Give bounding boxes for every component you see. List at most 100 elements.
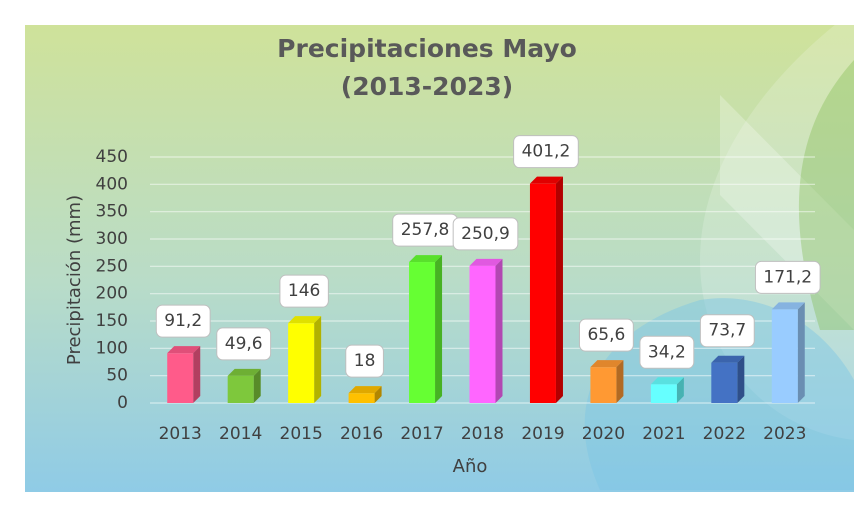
data-label: 49,6 <box>216 327 272 361</box>
x-tick-label: 2019 <box>521 424 564 444</box>
bar-top <box>529 176 563 184</box>
bar-side <box>495 258 503 403</box>
bar-side <box>253 368 261 403</box>
data-label-text: 250,9 <box>461 224 510 244</box>
bar-side <box>797 302 805 403</box>
bar-top <box>590 360 624 368</box>
bar-top-shade <box>288 316 322 324</box>
y-tick-label: 100 <box>96 338 128 358</box>
data-label: 257,8 <box>392 213 458 247</box>
data-label-text: 91,2 <box>164 311 202 331</box>
bar <box>650 384 677 403</box>
bar-top-shade <box>469 258 503 266</box>
bar-side <box>314 316 322 403</box>
bar-side-shade <box>676 377 684 403</box>
x-tick-label: 2022 <box>703 424 746 444</box>
bar-side <box>374 386 382 403</box>
bar <box>529 183 556 403</box>
y-tick-label: 350 <box>96 202 128 222</box>
data-label: 34,2 <box>639 335 695 369</box>
bar-side-shade <box>253 368 261 403</box>
bar-top <box>167 346 201 354</box>
bar-side <box>435 255 443 403</box>
x-tick-label: 2023 <box>763 424 806 444</box>
data-label-text: 73,7 <box>708 321 746 341</box>
bar-top-shade <box>227 368 261 376</box>
data-label: 65,6 <box>578 318 634 352</box>
bar-top-shade <box>590 360 624 368</box>
data-label-text: 18 <box>354 351 376 371</box>
bar-side-shade <box>314 316 322 403</box>
data-label: 18 <box>345 344 384 378</box>
data-label: 171,2 <box>754 260 821 294</box>
x-tick-label: 2013 <box>159 424 202 444</box>
bar <box>167 353 194 403</box>
data-label: 73,7 <box>699 314 755 348</box>
chart-title: Precipitaciones Mayo <box>277 34 577 63</box>
bar-top-shade <box>771 302 805 310</box>
bar-top-shade <box>711 355 745 363</box>
data-label-box <box>578 318 634 352</box>
bar-top <box>409 255 443 263</box>
y-tick-label: 450 <box>96 147 128 167</box>
y-tick-label: 200 <box>96 284 128 304</box>
bar <box>288 323 315 403</box>
data-label-text: 257,8 <box>401 220 450 240</box>
bar <box>590 367 617 403</box>
data-label-box <box>279 274 329 308</box>
data-label-text: 146 <box>288 281 320 301</box>
chart-subtitle: (2013-2023) <box>341 72 513 101</box>
data-label: 146 <box>279 274 329 308</box>
x-tick-label: 2021 <box>642 424 685 444</box>
bar-top <box>348 386 382 394</box>
data-label-box <box>754 260 821 294</box>
bar-top <box>650 377 684 385</box>
data-label-box <box>699 314 755 348</box>
data-label-text: 171,2 <box>763 267 812 287</box>
data-label-box <box>345 344 384 378</box>
data-label: 91,2 <box>155 304 211 338</box>
y-tick-label: 150 <box>96 311 128 331</box>
bar <box>227 375 254 403</box>
data-label-box <box>639 335 695 369</box>
data-label-text: 401,2 <box>522 142 571 162</box>
bar <box>409 262 436 403</box>
data-label-box <box>155 304 211 338</box>
data-label: 250,9 <box>452 217 519 251</box>
bar-top-shade <box>650 377 684 385</box>
bar-top <box>711 355 745 363</box>
bar-side <box>616 360 624 403</box>
bar-top <box>469 258 503 266</box>
y-tick-label: 400 <box>96 174 128 194</box>
x-tick-label: 2017 <box>400 424 443 444</box>
bar-side <box>193 346 201 403</box>
bar-top-shade <box>409 255 443 263</box>
bar-side-shade <box>374 386 382 403</box>
bar <box>348 393 375 403</box>
bar-side-shade <box>495 258 503 403</box>
bar-side-shade <box>797 302 805 403</box>
bar-top <box>288 316 322 324</box>
bar <box>711 362 738 403</box>
bar-side-shade <box>193 346 201 403</box>
bar-top-shade <box>348 386 382 394</box>
bar-side <box>676 377 684 403</box>
data-label-box <box>452 217 519 251</box>
x-tick-label: 2014 <box>219 424 262 444</box>
x-tick-label: 2015 <box>280 424 323 444</box>
x-tick-label: 2020 <box>582 424 625 444</box>
bar-top <box>227 368 261 376</box>
bar-top <box>771 302 805 310</box>
data-label-text: 65,6 <box>587 325 625 345</box>
bar-side <box>737 355 745 403</box>
x-tick-label: 2018 <box>461 424 504 444</box>
data-label-box <box>216 327 272 361</box>
bar-top-shade <box>529 176 563 184</box>
y-tick-label: 0 <box>117 393 128 413</box>
bar-side <box>555 176 563 403</box>
bar <box>771 309 798 403</box>
bar <box>469 265 496 403</box>
data-label: 401,2 <box>513 135 579 169</box>
